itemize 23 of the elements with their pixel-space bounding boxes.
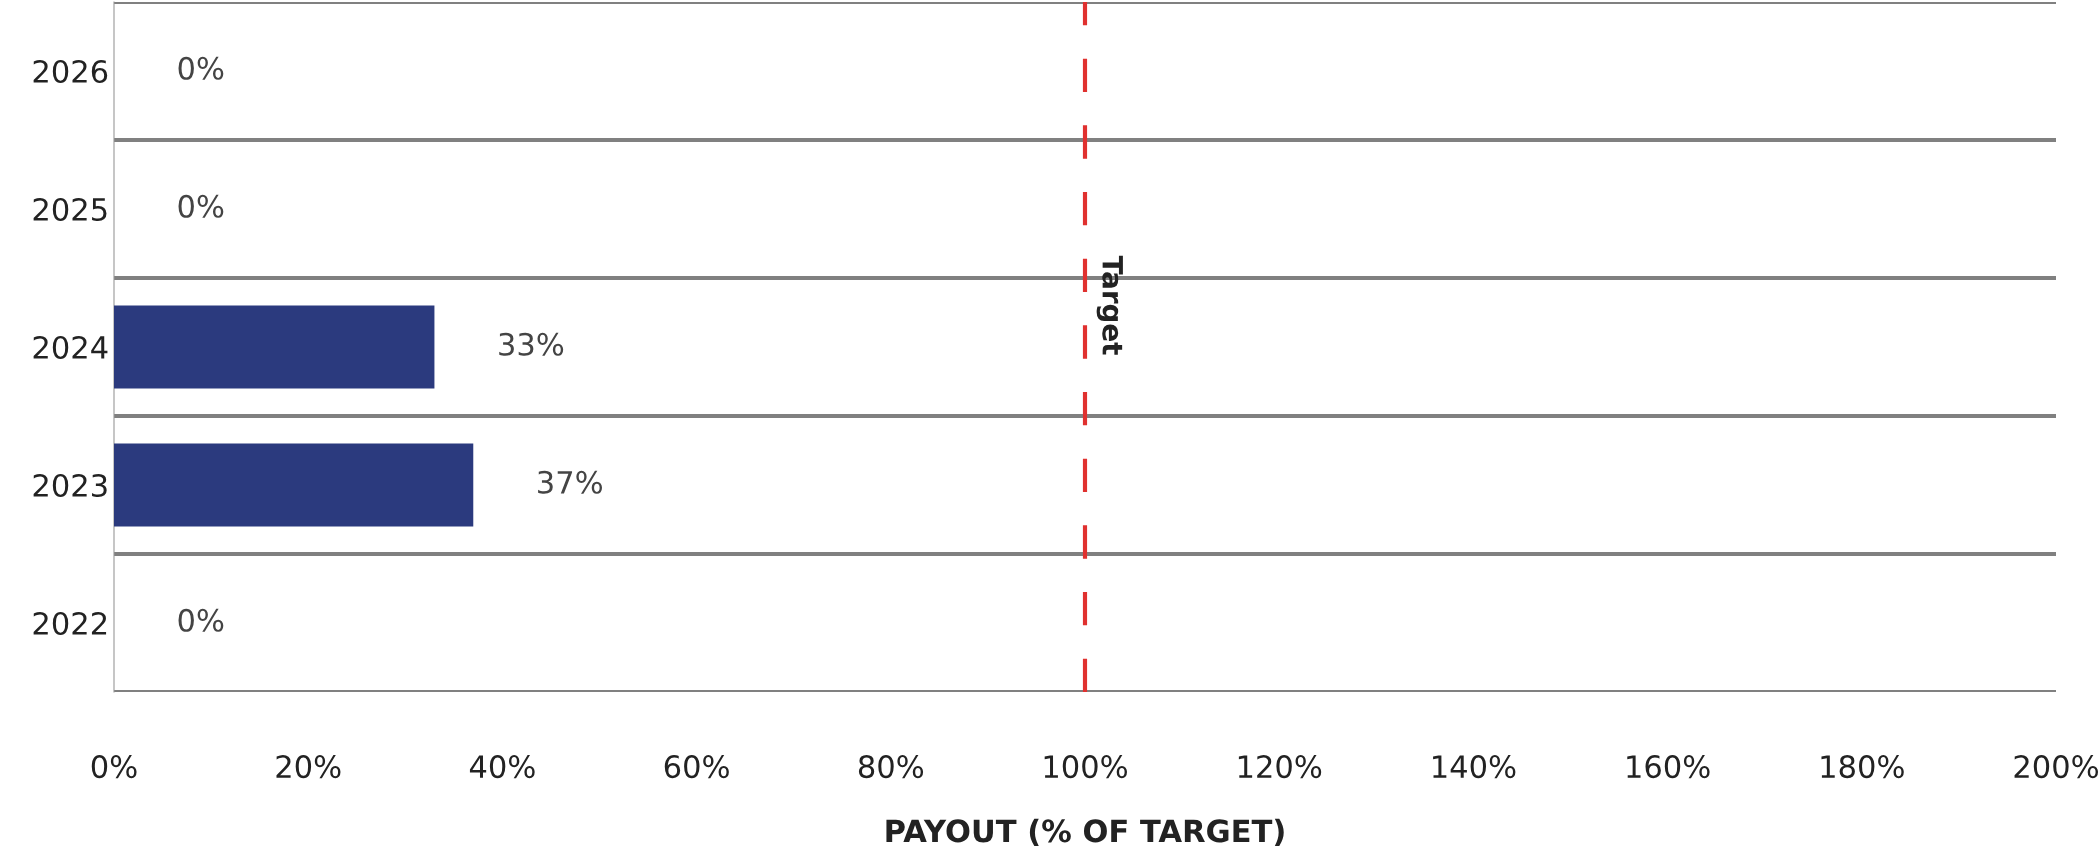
data-label: 0% [178, 194, 224, 218]
x-tick-label: 0% [91, 755, 137, 779]
data-label: 37% [538, 470, 602, 494]
data-label: 33% [499, 332, 564, 356]
x-tick-label: 100% [1044, 755, 1127, 779]
ref-line-label: Target [1096, 255, 1123, 355]
x-axis-title: PAYOUT (% OF TARGET) [886, 818, 1284, 847]
y-tick-label: 2026 [33, 59, 108, 84]
x-tick-label: 180% [1821, 755, 1904, 779]
x-tick-label: 140% [1433, 755, 1516, 779]
x-tick-label: 40% [469, 755, 535, 779]
data-label: 0% [178, 56, 224, 80]
y-tick-label: 2024 [33, 335, 108, 360]
x-tick-label: 160% [1627, 755, 1710, 779]
x-tick-label: 80% [858, 755, 924, 779]
x-tick-label: 60% [664, 755, 729, 779]
y-tick-label: 2022 [33, 611, 107, 636]
x-tick-label: 200% [2014, 755, 2098, 779]
data-label: 0% [178, 608, 224, 632]
y-tick-label: 2025 [33, 197, 107, 222]
x-tick-label: 20% [276, 755, 341, 779]
x-tick-label: 120% [1238, 755, 1322, 779]
y-tick-label: 2023 [33, 473, 107, 498]
